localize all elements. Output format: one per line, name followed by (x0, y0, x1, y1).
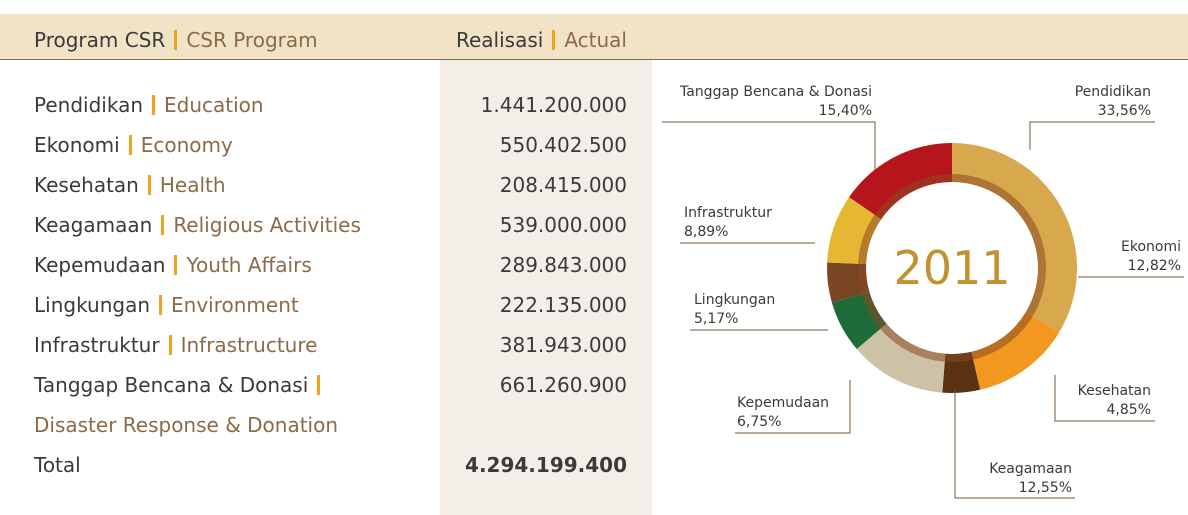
row-text: Infrastruktur (34, 333, 160, 357)
row-label: Kesehatan Health (34, 173, 226, 197)
header-band (0, 14, 1188, 60)
leader-line (662, 121, 876, 170)
row-value: 661.260.900 (499, 373, 627, 397)
leader-line (1029, 121, 1155, 150)
row-value: 289.843.000 (499, 253, 627, 277)
donut-hole (867, 183, 1037, 353)
row-text: Infrastructure (180, 333, 318, 357)
slice-percent: 12,82% (1128, 258, 1181, 274)
inner-ring (858, 174, 1046, 362)
row-text: Kesehatan (34, 173, 139, 197)
row-text: Lingkungan (34, 293, 151, 317)
slice-percent: 12,55% (1019, 480, 1072, 496)
slice-name: Kesehatan (1078, 383, 1151, 399)
donut-segment (942, 351, 981, 394)
row-text: Tanggap Bencana & Donasi (34, 373, 309, 397)
slice-percent: 15,40% (819, 103, 872, 119)
separator (159, 295, 163, 315)
row-label: Tanggap Bencana & Donasi (34, 373, 329, 397)
row-text: Ekonomi (34, 133, 120, 157)
slice-percent: 33,56% (1098, 103, 1151, 119)
header-program: Program CSR CSR Program (34, 28, 318, 52)
row-label: Ekonomi Economy (34, 133, 233, 157)
row-text: Religious Activities (173, 213, 361, 237)
separator (168, 335, 172, 355)
row-label: Pendidikan Education (34, 93, 264, 117)
slice-percent: 4,85% (1107, 402, 1151, 418)
slice-percent: 5,17% (694, 311, 738, 327)
slice-name: Tanggap Bencana & Donasi (679, 84, 872, 100)
row-value: 539.000.000 (499, 213, 627, 237)
donut-segment (849, 143, 952, 220)
slice-name: Keagamaan (989, 461, 1072, 477)
value-column (440, 60, 652, 515)
row-value: 208.415.000 (499, 173, 627, 197)
slice-percent: 6,75% (737, 414, 781, 430)
row-label: Keagamaan Religious Activities (34, 213, 361, 237)
row-value: 1.441.200.000 (480, 93, 627, 117)
row-label: Lingkungan Environment (34, 293, 299, 317)
separator (317, 375, 321, 395)
header-text: Actual (564, 28, 627, 52)
row-text: Pendidikan (34, 93, 143, 117)
leader-line (1054, 375, 1155, 422)
donut-segment (856, 323, 946, 393)
row-value: 381.943.000 (499, 333, 627, 357)
leader-line (954, 390, 1075, 499)
leader-line (735, 380, 851, 434)
separator (161, 215, 165, 235)
row-value: 222.135.000 (499, 293, 627, 317)
slice-name: Kepemudaan (737, 395, 829, 411)
row-text: Environment (171, 293, 299, 317)
total-value: 4.294.199.400 (465, 453, 627, 477)
donut-segment (971, 312, 1060, 390)
row-text: Education (164, 93, 264, 117)
row-label: Infrastruktur Infrastructure (34, 333, 317, 357)
slice-percent: 8,89% (684, 224, 728, 240)
row-value: 550.402.500 (499, 133, 627, 157)
separator (152, 95, 155, 115)
separator (174, 255, 178, 275)
center-label: 2011 (893, 241, 1010, 295)
separator (128, 135, 132, 155)
slice-name: Pendidikan (1075, 84, 1151, 100)
header-text: CSR Program (186, 28, 318, 52)
row-text: Health (159, 173, 226, 197)
header-text: Program CSR (34, 28, 166, 52)
slice-name: Lingkungan (694, 292, 775, 308)
row-text: Economy (140, 133, 233, 157)
row-label: Kepemudaan Youth Affairs (34, 253, 312, 277)
row-text: Kepemudaan (34, 253, 166, 277)
slice-name: Infrastruktur (684, 205, 772, 221)
header-text: Realisasi (456, 28, 544, 52)
slice-name: Ekonomi (1121, 239, 1181, 255)
row-text: Keagamaan (34, 213, 153, 237)
row-label-en: Disaster Response & Donation (34, 413, 339, 437)
donut-segment (952, 143, 1077, 333)
header-actual: Realisasi Actual (456, 28, 627, 52)
row-text: Youth Affairs (186, 253, 312, 277)
total-label: Total (34, 453, 81, 477)
separator (147, 175, 151, 195)
